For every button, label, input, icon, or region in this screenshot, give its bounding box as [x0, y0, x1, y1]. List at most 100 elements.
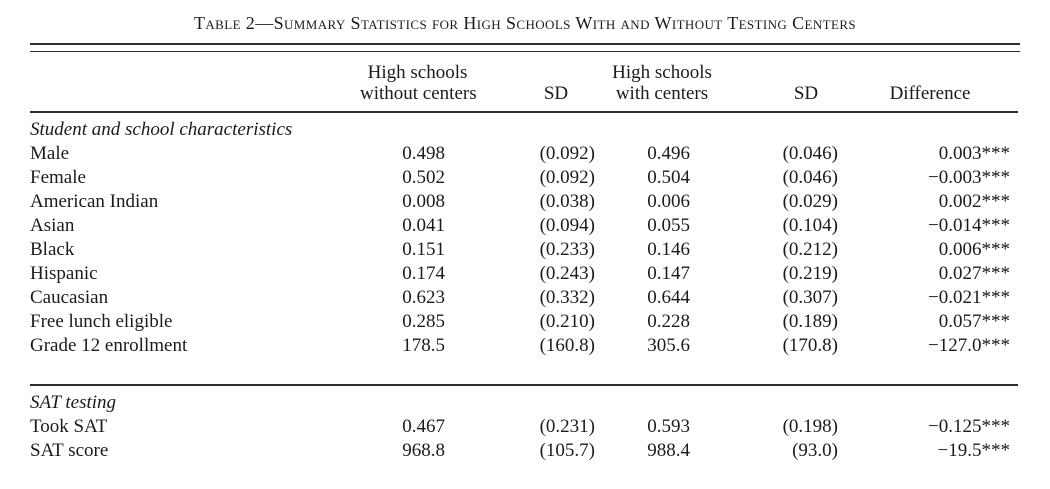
col-header-difference: Difference — [889, 83, 971, 104]
table-row: Female 0.502 (0.092) 0.504 (0.046) −0.003*** — [30, 166, 1018, 190]
table-section: Student and school characteristics Male 0.… — [30, 112, 1018, 385]
col-header-with-centers-line1: High schools — [612, 62, 712, 83]
difference-value: 0.003*** — [938, 143, 1010, 164]
difference-value: 0.027*** — [938, 263, 1010, 284]
value-without-centers: 0.008 — [402, 191, 445, 212]
value-without-centers: 0.174 — [402, 263, 445, 284]
sd-without-centers: (0.092) — [539, 143, 595, 164]
row-label: SAT score — [30, 440, 109, 461]
value-without-centers: 0.467 — [402, 416, 445, 437]
sd-without-centers: (105.7) — [539, 440, 595, 461]
difference-value: −19.5*** — [937, 440, 1010, 461]
col-header-without-centers: High schools without centers — [360, 52, 477, 112]
table-title: Table 2—Summary Statistics for High Scho… — [193, 13, 857, 33]
row-label: Took SAT — [30, 416, 108, 437]
row-label: Free lunch eligible — [30, 311, 173, 332]
value-without-centers: 0.502 — [402, 167, 445, 188]
sd-with-centers: (93.0) — [792, 440, 838, 461]
table-row: Black 0.151 (0.233) 0.146 (0.212) 0.006*** — [30, 238, 1018, 262]
col-header-with-centers-line2: with centers — [615, 83, 709, 104]
table-row: Took SAT 0.467 (0.231) 0.593 (0.198) −0.125**… — [30, 415, 1018, 439]
value-without-centers: 0.151 — [402, 239, 445, 260]
row-label: Black — [30, 239, 75, 260]
row-label: Hispanic — [30, 263, 98, 284]
sd-with-centers: (0.219) — [782, 263, 838, 284]
value-with-centers: 0.593 — [647, 416, 690, 437]
row-label: Grade 12 enrollment — [30, 335, 188, 356]
sd-with-centers: (0.046) — [782, 143, 838, 164]
difference-value: 0.002*** — [938, 191, 1010, 212]
col-header-with-centers: High schools with centers — [612, 52, 712, 112]
difference-value: −0.014*** — [928, 215, 1010, 236]
row-label: Asian — [30, 215, 75, 236]
value-without-centers: 178.5 — [402, 335, 445, 356]
value-without-centers: 0.623 — [402, 287, 445, 308]
summary-statistics-table: High schools without centers SD High sch… — [30, 52, 1018, 489]
value-without-centers: 968.8 — [402, 440, 445, 461]
row-label: Caucasian — [30, 287, 109, 308]
table-row: American Indian 0.008 (0.038) 0.006 (0.029) 0… — [30, 190, 1018, 214]
sd-without-centers: (0.094) — [539, 215, 595, 236]
sd-without-centers: (160.8) — [539, 335, 595, 356]
value-with-centers: 0.147 — [647, 263, 690, 284]
table-row: Male 0.498 (0.092) 0.496 (0.046) 0.003*** — [30, 142, 1018, 166]
table-row: Grade 12 enrollment 178.5 (160.8) 305.6 (170… — [30, 334, 1018, 358]
value-with-centers: 988.4 — [647, 440, 690, 461]
sd-without-centers: (0.210) — [539, 311, 595, 332]
row-label: Male — [30, 143, 70, 164]
sd-with-centers: (0.189) — [782, 311, 838, 332]
header-row: High schools without centers SD High sch… — [30, 52, 1018, 112]
value-with-centers: 0.055 — [647, 215, 690, 236]
table-row: Free lunch eligible 0.285 (0.210) 0.228 (0.1… — [30, 310, 1018, 334]
sd-with-centers: (0.307) — [782, 287, 838, 308]
col-header-blank — [30, 52, 360, 112]
difference-value: −0.021*** — [928, 287, 1010, 308]
table-row: SAT score 968.8 (105.7) 988.4 (93.0) −19.5*** — [30, 439, 1018, 463]
sd-with-centers: (170.8) — [782, 335, 838, 356]
table-row: Hispanic 0.174 (0.243) 0.147 (0.219) 0.027*** — [30, 262, 1018, 286]
sd-without-centers: (0.332) — [539, 287, 595, 308]
row-label: American Indian — [30, 191, 159, 212]
sd-without-centers: (0.243) — [539, 263, 595, 284]
col-header-without-centers-line2: without centers — [360, 83, 477, 104]
value-with-centers: 0.496 — [647, 143, 690, 164]
sd-without-centers: (0.038) — [539, 191, 595, 212]
value-with-centers: 0.006 — [647, 191, 690, 212]
value-without-centers: 0.041 — [402, 215, 445, 236]
section-header-row: Student and school characteristics — [30, 112, 1018, 142]
section-header-row: SAT testing — [30, 385, 1018, 415]
table-top-double-rule — [30, 43, 1020, 52]
sd-without-centers: (0.233) — [539, 239, 595, 260]
row-label: Female — [30, 167, 86, 188]
sd-without-centers: (0.231) — [539, 416, 595, 437]
value-with-centers: 0.504 — [647, 167, 690, 188]
table-row: Caucasian 0.623 (0.332) 0.644 (0.307) −0.021*… — [30, 286, 1018, 310]
sd-with-centers: (0.212) — [782, 239, 838, 260]
col-header-sd-without: SD — [543, 83, 569, 104]
sd-without-centers: (0.092) — [539, 167, 595, 188]
sd-with-centers: (0.198) — [782, 416, 838, 437]
value-with-centers: 0.146 — [647, 239, 690, 260]
table-header: High schools without centers SD High sch… — [30, 52, 1018, 112]
table-row: Asian 0.041 (0.094) 0.055 (0.104) −0.014*** — [30, 214, 1018, 238]
section-label: SAT testing — [30, 392, 117, 413]
section-spacer — [30, 463, 1018, 489]
col-header-sd-with: SD — [793, 83, 819, 104]
sd-with-centers: (0.104) — [782, 215, 838, 236]
difference-value: −0.003*** — [928, 167, 1010, 188]
value-with-centers: 0.644 — [647, 287, 690, 308]
section-label: Student and school characteristics — [30, 119, 293, 140]
col-header-without-centers-line1: High schools — [367, 62, 468, 83]
section-spacer — [30, 358, 1018, 385]
sd-with-centers: (0.046) — [782, 167, 838, 188]
difference-value: 0.006*** — [938, 239, 1010, 260]
value-with-centers: 0.228 — [647, 311, 690, 332]
difference-value: −127.0*** — [928, 335, 1010, 356]
difference-value: −0.125*** — [928, 416, 1010, 437]
value-with-centers: 305.6 — [647, 335, 690, 356]
difference-value: 0.057*** — [938, 311, 1010, 332]
sd-with-centers: (0.029) — [782, 191, 838, 212]
value-without-centers: 0.285 — [402, 311, 445, 332]
table-section: SAT testing Took SAT 0.467 (0.231) 0.593 (0.1… — [30, 385, 1018, 489]
